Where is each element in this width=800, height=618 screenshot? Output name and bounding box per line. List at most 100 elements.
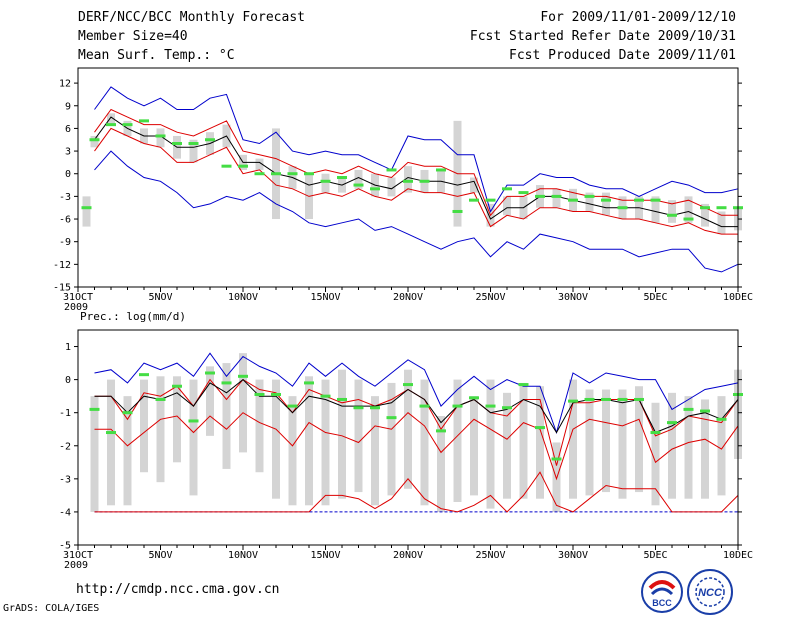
prec-observed-day-14 — [304, 381, 314, 385]
temp-observed-day-17 — [353, 183, 364, 187]
temp-ytick-label-6: 6 — [65, 124, 71, 135]
temp-observed-day-13 — [287, 172, 298, 176]
prec-observed-day-8 — [205, 371, 215, 375]
temp-observed-day-7 — [188, 142, 199, 146]
temp-ytick-label--12: -12 — [53, 260, 71, 271]
prec-max-line — [94, 352, 739, 435]
prec-observed-day-26 — [502, 406, 512, 410]
prec-box-day-16 — [338, 369, 346, 499]
chart-title: DERF/NCC/BCC Monthly Forecast — [78, 10, 305, 25]
temp-xtick-label-40: 10DEC — [723, 292, 753, 303]
temp-observed-day-30 — [568, 198, 578, 202]
prec-box-day-17 — [354, 379, 363, 493]
prec-observed-day-18 — [370, 406, 380, 410]
temp-box-day-38 — [701, 203, 709, 227]
temp-observed-day-10 — [238, 164, 248, 168]
prec-box-day-4 — [140, 379, 148, 473]
prec-box-day-22 — [437, 416, 445, 512]
prec-box-day-24 — [470, 396, 478, 496]
temp-xtick-label-20: 20NOV — [393, 292, 423, 303]
temp-year-label: 2009 — [64, 302, 88, 313]
prec-p10-line — [94, 412, 739, 481]
prec-xtick-label-35: 5DEC — [643, 550, 667, 561]
temp-observed-day-2 — [106, 123, 116, 127]
temp-observed-day-31 — [584, 194, 595, 198]
temp-observed-day-23 — [452, 209, 463, 213]
temp-xtick-label-15: 15NOV — [310, 292, 340, 303]
prec-box-day-7 — [189, 379, 198, 496]
temp-observed-day-28 — [535, 194, 545, 198]
prec-observed-day-31 — [584, 397, 595, 401]
prec-observed-day-4 — [139, 373, 149, 377]
prec-observed-day-2 — [106, 431, 116, 435]
temp-observed-day-29 — [551, 194, 562, 198]
prec-observed-day-28 — [535, 426, 545, 430]
prec-year-label: 2009 — [64, 560, 88, 571]
temp-box-day-7 — [189, 139, 198, 163]
temp-ytick-label-12: 12 — [59, 79, 71, 90]
temp-observed-day-3 — [122, 123, 133, 127]
prec-box-day-36 — [668, 392, 676, 499]
temp-xtick-label-25: 25NOV — [475, 292, 505, 303]
temp-observed-day-36 — [667, 213, 677, 217]
temp-observed-day-27 — [518, 191, 529, 195]
temp-observed-day-34 — [634, 198, 644, 202]
prec-observed-day-16 — [337, 397, 347, 401]
prec-observed-day-36 — [667, 421, 677, 425]
temp-observed-day-1 — [89, 138, 100, 142]
prec-ytick-label--3: -3 — [59, 474, 71, 485]
prec-observed-day-12 — [271, 393, 281, 396]
prec-box-day-28 — [536, 386, 544, 499]
prec-observed-day-30 — [568, 399, 578, 403]
temp-observed-day-14 — [304, 172, 314, 176]
temp-box-day-5 — [156, 128, 165, 148]
temp-ytick-label-3: 3 — [65, 147, 71, 158]
prec-box-day-8 — [206, 366, 214, 436]
temp-observed-day-35 — [650, 198, 661, 202]
source-url[interactable]: http://cmdp.ncc.cma.gov.cn — [76, 582, 280, 597]
temp-min-line — [94, 150, 739, 273]
temp-box-day-2 — [107, 113, 115, 125]
prec-observed-day-25 — [485, 404, 496, 408]
temp-observed-day-19 — [386, 168, 397, 172]
prec-box-day-30 — [569, 379, 577, 499]
prec-panel-title: Prec.: log(mm/d) — [80, 310, 186, 323]
prec-box-day-18 — [371, 396, 379, 506]
temp-observed-day-4 — [139, 119, 149, 123]
temp-box-day-39 — [717, 211, 726, 235]
temp-box-day-37 — [684, 196, 693, 223]
prec-observed-day-1 — [89, 407, 100, 411]
prec-mean-line — [94, 378, 739, 434]
temp-box-day-20 — [404, 166, 412, 193]
temp-observed-day-18 — [370, 187, 380, 191]
temp-box-day-31 — [585, 192, 594, 212]
temp-observed-day-22 — [436, 168, 446, 172]
prec-box-day-34 — [635, 386, 643, 493]
prec-xtick-label-10: 10NOV — [228, 550, 258, 561]
prec-box-day-35 — [651, 402, 660, 506]
prec-xtick-label-30: 30NOV — [558, 550, 588, 561]
grads-credit: GrADS: COLA/IGES — [3, 603, 100, 614]
temp-observed-day-8 — [205, 138, 215, 142]
prec-box-day-39 — [717, 396, 726, 496]
prec-observed-day-3 — [122, 411, 133, 415]
temp-p10-line — [94, 127, 738, 235]
prec-observed-day-19 — [386, 416, 397, 420]
temp-box-day-19 — [387, 177, 396, 197]
temp-xtick-label-10: 10NOV — [228, 292, 258, 303]
prec-xtick-label-15: 15NOV — [310, 550, 340, 561]
prec-box-day-6 — [173, 376, 181, 463]
bcc-logo-text: BCC — [652, 598, 672, 608]
prec-ytick-label--2: -2 — [59, 441, 71, 452]
prec-xtick-label-25: 25NOV — [475, 550, 505, 561]
prec-box-day-32 — [602, 389, 610, 493]
prec-observed-day-7 — [188, 419, 199, 423]
temp-box-day-29 — [552, 188, 561, 208]
temp-observed-day-16 — [337, 176, 347, 179]
produced-date: Fcst Produced Date 2009/11/01 — [509, 48, 736, 63]
refer-date: Fcst Started Refer Date 2009/10/31 — [469, 29, 736, 44]
temp-p90-line — [94, 108, 738, 217]
prec-observed-day-37 — [683, 407, 694, 411]
prec-box-day-15 — [321, 379, 330, 506]
